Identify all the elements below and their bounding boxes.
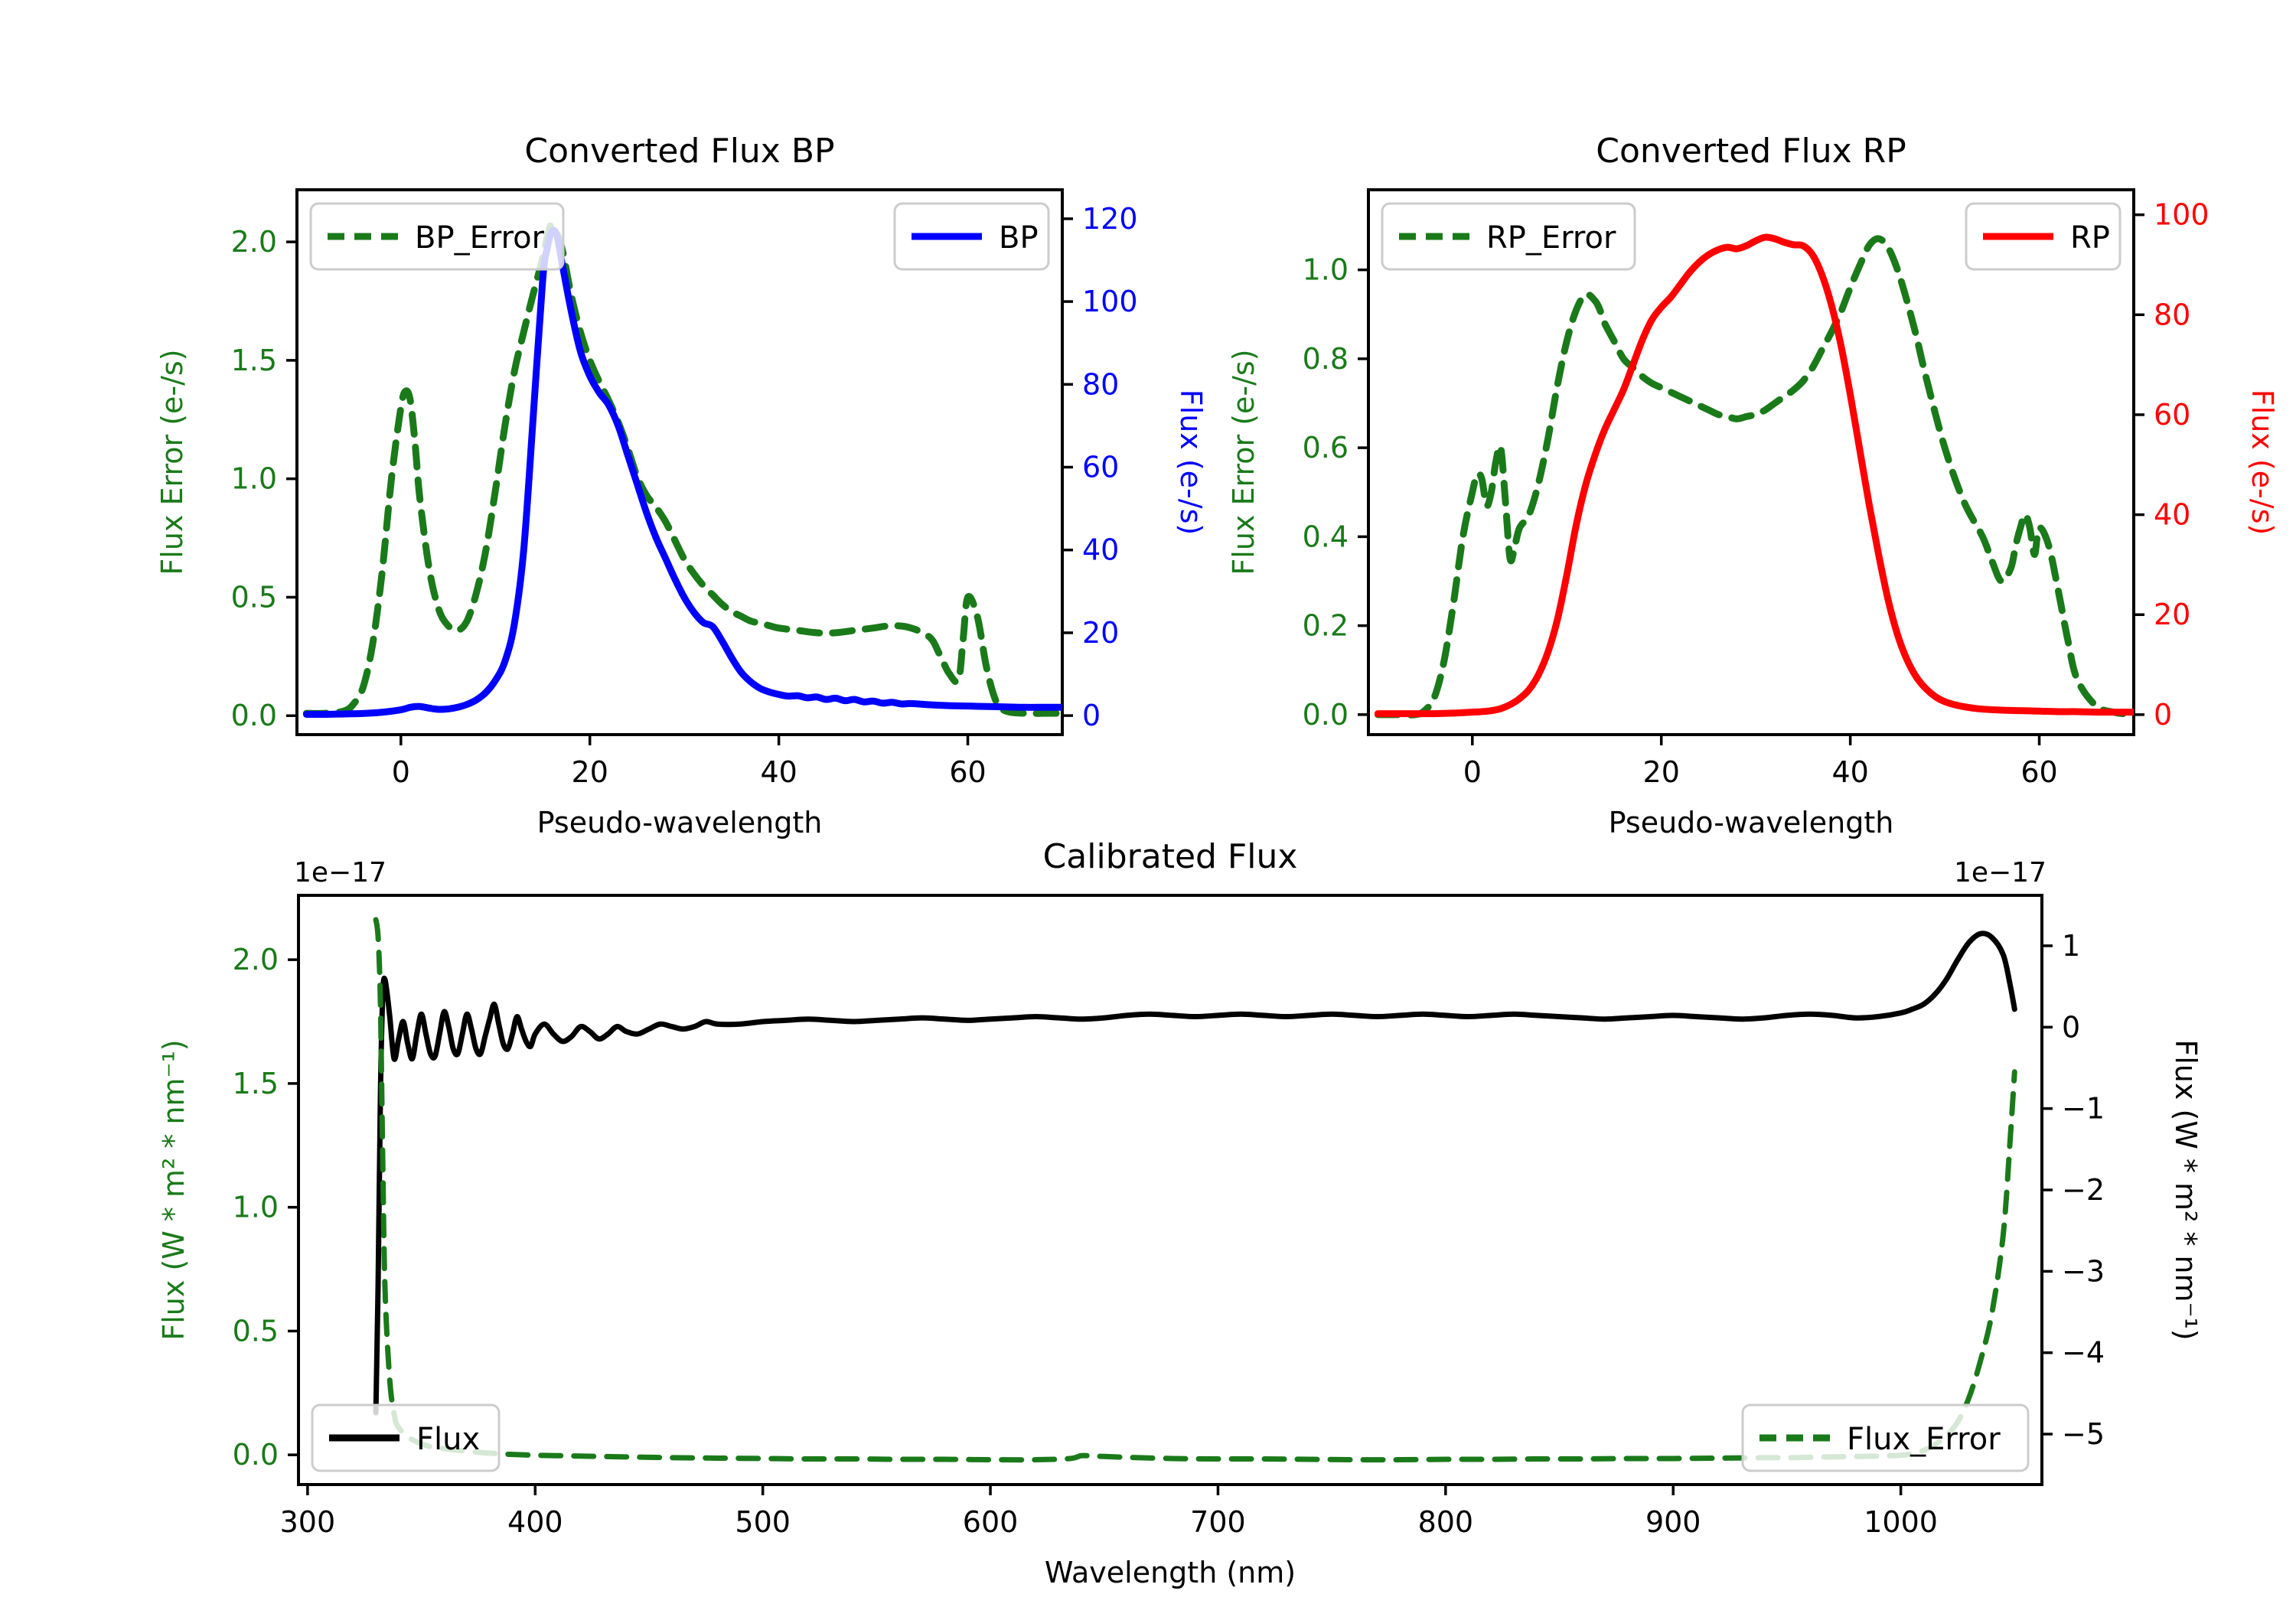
y-left-tick-label: 0.8 bbox=[1303, 342, 1349, 376]
legend-rp-left[interactable]: RP_Error bbox=[1381, 202, 1636, 271]
x-tick-label: 400 bbox=[507, 1505, 563, 1539]
y-right-tick-label: −4 bbox=[2062, 1336, 2105, 1370]
y-right-tick-label: −2 bbox=[2062, 1173, 2105, 1207]
y-right-tick-label: 0 bbox=[2062, 1010, 2080, 1044]
y-left-axis-title-cal: Flux (W * m² * nm⁻¹) bbox=[157, 1039, 191, 1340]
plot-frame-bp bbox=[295, 188, 1064, 736]
y-left-tick-label: 1.5 bbox=[233, 1067, 279, 1100]
y-left-tick-label: 0.6 bbox=[1303, 431, 1349, 464]
legend-label: BP bbox=[999, 220, 1039, 256]
legend-box bbox=[1741, 1403, 2030, 1472]
data-layer-cal bbox=[373, 917, 2017, 1463]
plot-frame-cal bbox=[297, 894, 2043, 1486]
legend-bp-left[interactable]: BP_Error bbox=[309, 202, 565, 271]
data-layer-rp bbox=[1374, 233, 2134, 719]
legend-box bbox=[309, 202, 565, 271]
legend-label: Flux_Error bbox=[1847, 1422, 2001, 1457]
legend-bp-right[interactable]: BP bbox=[893, 202, 1050, 271]
y-left-tick-label: 2.0 bbox=[231, 225, 277, 259]
x-axis-title-bp: Pseudo-wavelength bbox=[537, 806, 823, 839]
series-line-flux bbox=[373, 931, 2017, 1416]
x-tick-label: 60 bbox=[2020, 755, 2057, 789]
series-line-rp_error bbox=[1374, 235, 2134, 719]
series-line-flux_error bbox=[373, 917, 2017, 1463]
y-left-tick-label: 0.2 bbox=[1303, 609, 1349, 643]
x-tick-label: 300 bbox=[280, 1505, 336, 1539]
y-left-axis-title-bp: Flux Error (e-/s) bbox=[155, 349, 189, 575]
x-tick-label: 600 bbox=[963, 1505, 1019, 1539]
series-line-bp bbox=[302, 227, 1062, 719]
data-layer-bp bbox=[302, 221, 1062, 719]
y-right-tick-label: 80 bbox=[2154, 298, 2190, 331]
y-right-tick-label: 40 bbox=[2154, 498, 2190, 532]
y-right-tick-label: 0 bbox=[2154, 698, 2172, 732]
x-tick-label: 20 bbox=[572, 755, 608, 789]
y-right-tick-label: 20 bbox=[1082, 616, 1119, 650]
legend-cal-left[interactable]: Flux bbox=[311, 1403, 501, 1472]
y-left-tick-label: 1.0 bbox=[231, 462, 277, 496]
y-left-tick-label: 1.5 bbox=[231, 344, 277, 377]
y-left-tick-label: 0.4 bbox=[1303, 520, 1349, 553]
legend-label: Flux bbox=[416, 1422, 480, 1457]
legend-rp-right[interactable]: RP bbox=[1965, 202, 2122, 271]
x-tick-label: 40 bbox=[1831, 755, 1868, 789]
legend-box bbox=[311, 1403, 501, 1472]
x-tick-label: 40 bbox=[760, 755, 797, 789]
right-axis-offset-label: 1e−17 bbox=[1954, 857, 2047, 888]
y-right-tick-label: 40 bbox=[1082, 533, 1119, 567]
panel-title-cal: Calibrated Flux bbox=[1043, 837, 1298, 876]
y-right-tick-label: 1 bbox=[2062, 929, 2080, 963]
y-right-tick-label: 20 bbox=[2154, 598, 2190, 631]
y-right-tick-label: 60 bbox=[2154, 398, 2190, 432]
legend-label: BP_Error bbox=[415, 220, 545, 256]
y-right-axis-title-cal: Flux (W * m² * nm⁻¹) bbox=[2169, 1039, 2203, 1340]
x-tick-label: 1000 bbox=[1864, 1505, 1938, 1539]
x-tick-label: 20 bbox=[1643, 755, 1680, 789]
y-right-tick-label: −1 bbox=[2062, 1092, 2105, 1126]
x-tick-label: 700 bbox=[1190, 1505, 1246, 1539]
y-right-tick-label: 80 bbox=[1082, 367, 1119, 401]
y-right-tick-label: 60 bbox=[1082, 450, 1119, 484]
y-right-tick-label: 100 bbox=[2154, 198, 2210, 232]
y-right-tick-label: −3 bbox=[2062, 1254, 2105, 1288]
y-left-tick-label: 0.0 bbox=[1303, 698, 1349, 732]
y-right-tick-label: −5 bbox=[2062, 1417, 2105, 1451]
series-line-rp bbox=[1374, 233, 2134, 718]
y-left-tick-label: 2.0 bbox=[233, 943, 279, 976]
y-left-tick-label: 0.0 bbox=[231, 699, 277, 732]
left-axis-offset-label: 1e−17 bbox=[294, 857, 386, 888]
y-left-tick-label: 0.0 bbox=[233, 1438, 279, 1472]
plot-frame-rp bbox=[1367, 188, 2135, 736]
x-tick-label: 60 bbox=[949, 755, 986, 789]
x-tick-label: 900 bbox=[1645, 1505, 1701, 1539]
y-left-tick-label: 1.0 bbox=[1303, 253, 1349, 287]
panel-title-rp: Converted Flux RP bbox=[1596, 132, 1906, 171]
y-left-tick-label: 1.0 bbox=[233, 1191, 279, 1224]
legend-cal-right[interactable]: Flux_Error bbox=[1741, 1403, 2030, 1472]
x-axis-title-rp: Pseudo-wavelength bbox=[1609, 806, 1894, 839]
y-right-axis-title-rp: Flux (e-/s) bbox=[2245, 390, 2279, 535]
x-tick-label: 800 bbox=[1418, 1505, 1474, 1539]
x-tick-label: 500 bbox=[735, 1505, 791, 1539]
x-tick-label: 0 bbox=[392, 755, 410, 789]
y-right-tick-label: 100 bbox=[1082, 285, 1138, 318]
y-right-axis-title-bp: Flux (e-/s) bbox=[1174, 390, 1208, 535]
y-right-tick-label: 0 bbox=[1082, 699, 1101, 732]
panel-title-bp: Converted Flux BP bbox=[524, 132, 834, 171]
y-left-axis-title-rp: Flux Error (e-/s) bbox=[1227, 349, 1261, 575]
y-right-tick-label: 120 bbox=[1082, 202, 1138, 236]
x-axis-title-cal: Wavelength (nm) bbox=[1045, 1556, 1296, 1589]
y-left-tick-label: 0.5 bbox=[233, 1314, 279, 1348]
legend-label: RP bbox=[2070, 220, 2110, 256]
series-line-bp_error bbox=[302, 221, 1062, 717]
y-left-tick-label: 0.5 bbox=[231, 580, 277, 614]
legend-box bbox=[1381, 202, 1636, 271]
legend-label: RP_Error bbox=[1486, 220, 1616, 256]
x-tick-label: 0 bbox=[1463, 755, 1482, 789]
